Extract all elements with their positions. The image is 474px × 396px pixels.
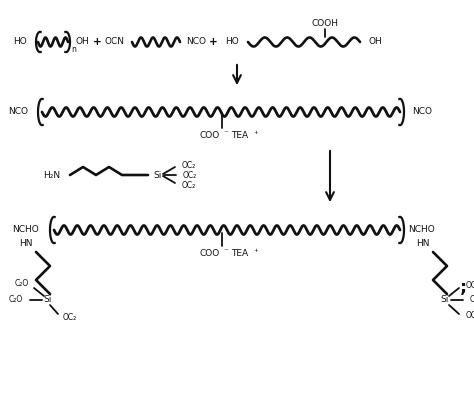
Text: OC₂: OC₂	[466, 282, 474, 291]
Text: Si: Si	[441, 295, 449, 305]
Text: TEA: TEA	[231, 131, 248, 141]
Text: C₂O: C₂O	[15, 280, 29, 289]
Text: COOH: COOH	[311, 19, 338, 27]
Text: ;: ;	[459, 279, 466, 297]
Text: NCHO: NCHO	[409, 225, 436, 234]
Text: OC₂: OC₂	[466, 312, 474, 320]
Text: OH: OH	[75, 38, 89, 46]
Text: HO: HO	[225, 38, 239, 46]
Text: ⁻: ⁻	[224, 129, 228, 139]
Text: NCO: NCO	[186, 38, 206, 46]
Text: NCO: NCO	[412, 107, 432, 116]
Text: Si: Si	[154, 171, 162, 179]
Text: OC₂: OC₂	[182, 160, 196, 169]
Text: NCHO: NCHO	[13, 225, 39, 234]
Text: OCN: OCN	[105, 38, 125, 46]
Text: ⁺: ⁺	[254, 248, 258, 257]
Text: OH: OH	[368, 38, 382, 46]
Text: HN: HN	[19, 240, 33, 249]
Text: COO: COO	[200, 131, 220, 141]
Text: +: +	[92, 37, 101, 47]
Text: OC₂: OC₂	[182, 181, 196, 190]
Text: ⁺: ⁺	[254, 129, 258, 139]
Text: ⁻: ⁻	[224, 248, 228, 257]
Text: OC₂: OC₂	[63, 314, 77, 322]
Text: Si: Si	[44, 295, 52, 305]
Text: OC₂: OC₂	[470, 295, 474, 305]
Text: OC₂: OC₂	[183, 171, 197, 179]
Text: +: +	[209, 37, 218, 47]
Text: H₂N: H₂N	[44, 171, 61, 179]
Text: TEA: TEA	[231, 249, 248, 259]
Text: HN: HN	[416, 240, 430, 249]
Text: C₂O: C₂O	[9, 295, 23, 305]
Text: HO: HO	[13, 38, 27, 46]
Text: COO: COO	[200, 249, 220, 259]
Text: n: n	[72, 44, 76, 53]
Text: NCO: NCO	[8, 107, 28, 116]
